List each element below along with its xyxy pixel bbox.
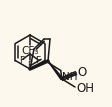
Text: CF₃: CF₃ [21, 46, 38, 56]
Text: F: F [19, 56, 24, 65]
Text: F: F [27, 61, 32, 70]
Polygon shape [48, 61, 62, 80]
Text: OH: OH [75, 82, 93, 96]
Text: O: O [76, 65, 85, 79]
Text: NH: NH [61, 71, 76, 82]
Text: F: F [35, 56, 40, 65]
